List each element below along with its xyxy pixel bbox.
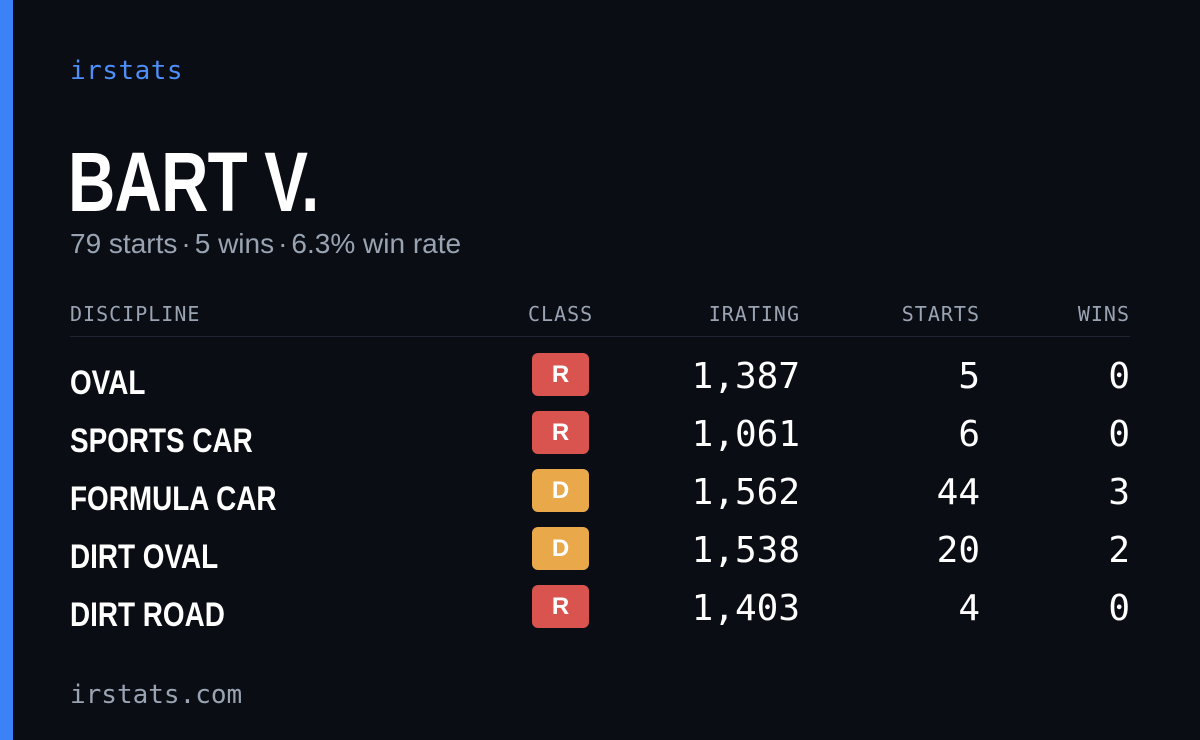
wins-value: 3 bbox=[1108, 472, 1130, 513]
header-discipline: DISCIPLINE bbox=[70, 302, 201, 326]
brand-logo: irstats bbox=[70, 56, 184, 86]
class-badge: D bbox=[532, 469, 589, 512]
wins-value: 0 bbox=[1108, 356, 1130, 397]
discipline-name: OVAL bbox=[70, 364, 146, 402]
wins-value: 0 bbox=[1108, 414, 1130, 455]
accent-bar bbox=[0, 0, 13, 740]
wins-summary: 5 wins bbox=[194, 228, 275, 259]
table-row: FORMULA CAR D 1,562 44 3 bbox=[70, 469, 1130, 527]
class-badge: R bbox=[532, 585, 589, 628]
class-badge: R bbox=[532, 411, 589, 454]
header-irating: IRATING bbox=[708, 302, 800, 326]
discipline-name: FORMULA CAR bbox=[70, 480, 277, 518]
irating-value: 1,538 bbox=[691, 530, 800, 571]
starts-summary: 79 starts bbox=[70, 228, 178, 259]
footer-url: irstats.com bbox=[70, 680, 243, 710]
discipline-name: DIRT OVAL bbox=[70, 538, 219, 576]
starts-value: 6 bbox=[958, 414, 980, 455]
wins-value: 0 bbox=[1108, 588, 1130, 629]
discipline-name: DIRT ROAD bbox=[70, 596, 225, 634]
table-row: OVAL R 1,387 5 0 bbox=[70, 353, 1130, 411]
header-class: CLASS bbox=[528, 302, 594, 326]
table-header: DISCIPLINE CLASS IRATING STARTS WINS bbox=[70, 298, 1130, 337]
discipline-name: SPORTS CAR bbox=[70, 422, 253, 460]
irating-value: 1,387 bbox=[691, 356, 800, 397]
header-starts: STARTS bbox=[901, 302, 980, 326]
starts-value: 44 bbox=[936, 472, 980, 513]
irating-value: 1,562 bbox=[691, 472, 800, 513]
starts-value: 5 bbox=[958, 356, 980, 397]
table-row: SPORTS CAR R 1,061 6 0 bbox=[70, 411, 1130, 469]
driver-summary: 79 starts · 5 wins · 6.3% win rate bbox=[70, 228, 461, 260]
starts-value: 20 bbox=[936, 530, 980, 571]
wins-value: 2 bbox=[1108, 530, 1130, 571]
table-row: DIRT ROAD R 1,403 4 0 bbox=[70, 585, 1130, 643]
irating-value: 1,061 bbox=[691, 414, 800, 455]
win-rate-summary: 6.3% win rate bbox=[291, 228, 462, 259]
class-badge: R bbox=[532, 353, 589, 396]
class-badge: D bbox=[532, 527, 589, 570]
stats-table: DISCIPLINE CLASS IRATING STARTS WINS OVA… bbox=[70, 298, 1130, 643]
header-wins: WINS bbox=[1077, 302, 1130, 326]
table-body: OVAL R 1,387 5 0 SPORTS CAR R 1,061 6 0 … bbox=[70, 337, 1130, 643]
starts-value: 4 bbox=[958, 588, 980, 629]
summary-separator: · bbox=[181, 228, 191, 259]
table-row: DIRT OVAL D 1,538 20 2 bbox=[70, 527, 1130, 585]
irating-value: 1,403 bbox=[691, 588, 800, 629]
driver-name: BART V. bbox=[68, 135, 319, 229]
summary-separator: · bbox=[278, 228, 288, 259]
